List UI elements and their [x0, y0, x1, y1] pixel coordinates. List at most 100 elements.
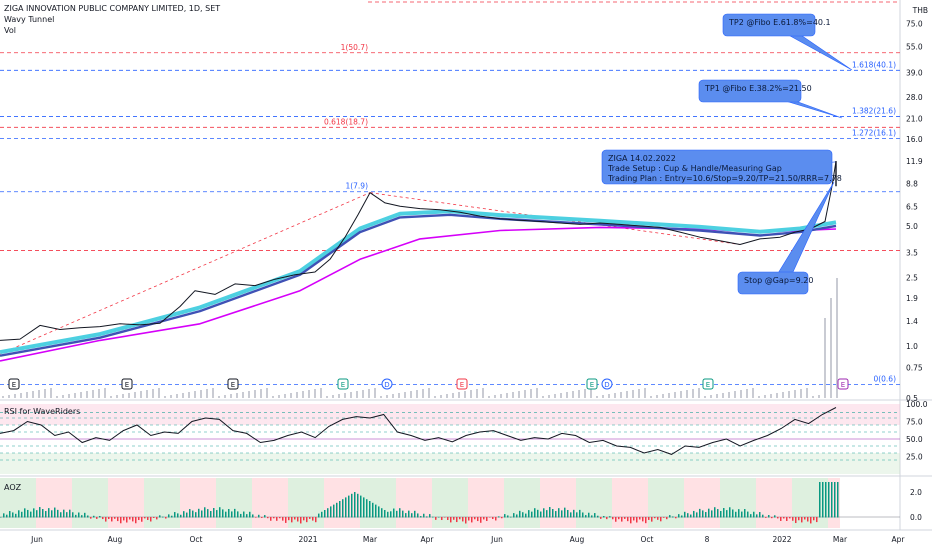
aoz-bar: [183, 511, 185, 518]
event-marker[interactable]: E: [8, 378, 20, 390]
aoz-bar: [507, 515, 509, 518]
aoz-bar: [486, 517, 488, 522]
aoz-bar: [156, 517, 158, 520]
event-marker[interactable]: E: [227, 378, 239, 390]
aoz-bar: [564, 507, 566, 518]
event-marker[interactable]: D: [381, 378, 393, 390]
aoz-bar: [393, 508, 395, 518]
aoz-zone: [252, 478, 264, 528]
volume-bar: [704, 396, 706, 398]
aoz-bar: [720, 511, 722, 518]
aoz-bar: [408, 510, 410, 518]
volume-bar: [800, 389, 802, 398]
event-marker[interactable]: E: [337, 378, 349, 390]
aoz-bar: [546, 510, 548, 518]
aoz-zone: [540, 478, 552, 528]
aoz-bar: [354, 492, 356, 518]
aoz-bar: [141, 517, 143, 522]
event-marker[interactable]: D: [601, 378, 613, 390]
volume-bar: [326, 396, 328, 398]
event-marker-label: E: [460, 381, 464, 389]
event-marker-label: E: [12, 381, 16, 389]
price-tick-label: 39.0: [906, 68, 923, 77]
volume-bar: [2, 396, 4, 398]
aoz-bar: [513, 513, 515, 518]
volume-bar: [590, 388, 592, 398]
aoz-bar: [264, 515, 266, 518]
tp1-callout[interactable]: TP1 @Fibo E.38.2%=21.50: [698, 79, 843, 119]
aoz-bar: [324, 510, 326, 518]
earnings-marker-icon: [227, 378, 239, 390]
volume-bar: [428, 388, 430, 398]
volume-bar: [830, 298, 832, 398]
event-marker[interactable]: E: [837, 378, 849, 390]
aoz-bar: [165, 517, 167, 519]
cup-guide-line: [0, 192, 371, 355]
aoz-zone: [708, 478, 720, 528]
aoz-zone: [756, 478, 768, 528]
volume-bar: [734, 391, 736, 398]
aoz-bar: [240, 513, 242, 518]
volume-bar: [620, 392, 622, 398]
aoz-bar: [336, 502, 338, 518]
volume-bar: [788, 391, 790, 398]
aoz-bar: [681, 515, 683, 518]
callout-text: Trading Plan : Entry=10.6/Stop=9.20/TP=2…: [607, 174, 842, 183]
aoz-bar: [660, 517, 662, 522]
stop-callout[interactable]: Stop @Gap=9.20: [737, 181, 835, 295]
event-marker[interactable]: E: [586, 378, 598, 390]
aoz-bar: [414, 510, 416, 518]
event-marker[interactable]: E: [456, 378, 468, 390]
aoz-bar: [462, 517, 464, 522]
aoz-bar: [477, 517, 479, 522]
aoz-bar: [792, 517, 794, 521]
aoz-bar: [618, 517, 620, 520]
aoz-bar: [351, 493, 353, 518]
aoz-zone: [384, 478, 396, 528]
aoz-zone: [168, 478, 180, 528]
aoz-bar: [705, 512, 707, 518]
volume-bar: [650, 396, 652, 398]
tp2-callout[interactable]: TP2 @Fibo E.61.8%=40.1: [722, 13, 853, 71]
volume-bar: [44, 389, 46, 398]
aoz-zone: [468, 478, 480, 528]
price-tick-label: 3.5: [906, 249, 918, 258]
event-marker[interactable]: E: [702, 378, 714, 390]
aoz-bar: [342, 499, 344, 518]
volume-bar: [512, 392, 514, 398]
aoz-bar: [645, 517, 647, 524]
aoz-bar: [636, 517, 638, 523]
volume-bar: [116, 395, 118, 398]
aoz-zone: [36, 478, 48, 528]
aoz-bar: [12, 512, 14, 518]
volume-bar: [176, 394, 178, 398]
aoz-bar: [471, 517, 473, 523]
time-tick-label: 2021: [298, 535, 317, 544]
aoz-bar: [603, 516, 605, 518]
aoz-bar: [174, 512, 176, 518]
volume-bar: [170, 395, 172, 398]
aoz-zone: [456, 478, 468, 528]
event-marker[interactable]: E: [121, 378, 133, 390]
volume-bar: [320, 388, 322, 398]
callout-box: [601, 149, 833, 185]
volume-bar: [290, 393, 292, 398]
volume-bar: [392, 394, 394, 398]
aoz-zone: [264, 478, 276, 528]
aoz-bar: [576, 512, 578, 518]
volume-bar: [728, 392, 730, 398]
volume-bar: [524, 390, 526, 398]
aoz-zone: [60, 478, 72, 528]
aoz-bar: [810, 517, 812, 524]
volume-bar: [248, 391, 250, 398]
volume-bar: [86, 391, 88, 398]
aoz-bar: [459, 517, 461, 520]
volume-bar: [188, 392, 190, 398]
volume-bar: [614, 393, 616, 398]
price-tick-label: 1.9: [906, 294, 918, 303]
volume-bar: [362, 390, 364, 398]
aoz-zone: [420, 478, 432, 528]
volume-bar: [536, 388, 538, 398]
